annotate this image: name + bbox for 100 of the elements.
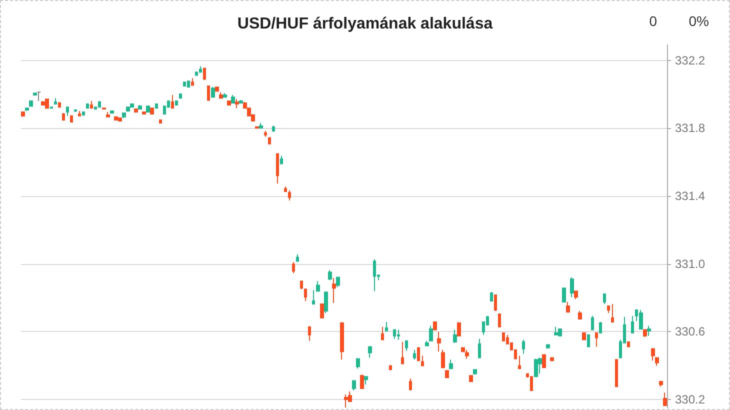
candlestick [457,322,461,336]
candlestick [126,106,130,112]
candlestick [191,78,194,86]
candlestick [316,280,320,292]
candlestick [550,357,554,362]
candlestick [421,355,424,366]
candlestick [235,98,239,109]
candlestick [203,68,206,81]
candlestick [272,125,275,132]
candlestick [498,314,501,328]
candlestick [356,358,360,370]
candlestick [207,86,210,102]
candlestick [74,109,77,112]
candlestick [90,100,93,109]
candlestick [211,86,215,98]
candlestick [587,334,590,348]
candlestick [118,117,122,122]
candlestick [199,66,202,73]
candlestick [98,100,101,108]
candlestick [320,304,324,318]
candlestick [373,258,376,292]
candlestick [86,104,89,109]
candlestick [393,329,396,340]
candlestick [591,315,594,330]
candlestick [441,349,445,368]
candlestick [146,106,150,112]
candlestick [611,304,614,322]
candlestick [33,92,37,96]
candlestick [296,254,299,262]
candlestick [340,322,344,360]
candlestick [130,104,134,108]
candlestick [114,116,118,120]
chart-title: USD/HUF árfolyamának alakulása [237,16,493,32]
candlestick [615,359,618,388]
candlestick [469,375,473,382]
candlestick [54,98,57,105]
candlestick [582,332,586,340]
candlestick [595,332,598,348]
y-tick-label: 330.2 [675,392,706,407]
candlestick [58,101,61,108]
candlestick [304,288,307,302]
candlestick [239,100,243,104]
candlestick [437,331,441,352]
candlestick [417,347,420,362]
candlestick [409,378,412,392]
candlestick [134,108,138,112]
candlestick [518,355,521,370]
y-tick-label: 331.0 [675,256,706,271]
candlestick [364,376,368,386]
candlestick [41,100,45,106]
candlestick [142,112,146,115]
candlestick [175,100,178,106]
candlestick [82,112,85,116]
candlestick [227,100,231,106]
candlestick [494,294,497,312]
y-tick-label: 332.2 [675,53,706,68]
candlestick [490,292,493,302]
candlestick [29,100,33,107]
candlestick [607,306,610,314]
candlestick [627,341,630,348]
candlestick [352,380,356,392]
candlestick [62,112,65,120]
candlestick [183,82,186,87]
candlestick [292,262,295,274]
candlestick [25,108,29,112]
candlestick [538,357,542,374]
candlestick [554,326,558,336]
candlestick [578,310,582,320]
candlestick [546,344,550,350]
candlestick [45,98,49,109]
candlestick [284,186,287,192]
candlestick [344,394,348,408]
candlestick [155,104,158,109]
candlestick [643,329,647,338]
candlestick [171,94,174,109]
candlestick [259,122,263,128]
candlestick [187,80,190,88]
y-tick-label: 330.6 [675,324,706,339]
candlestick [429,325,433,342]
candlestick [473,369,477,376]
candlestick [70,115,73,123]
candlestick [288,190,291,202]
candlestick [639,309,643,330]
candlestick [465,349,469,360]
candlestick [312,290,315,305]
candlestick [655,357,659,366]
candlestick [502,332,505,342]
text: 0% [688,13,709,29]
candlestick [397,329,400,340]
candlestick [433,322,437,330]
candlestick [574,290,578,300]
candlestick [663,392,667,406]
candlestick [332,278,336,304]
candlestick [599,322,602,334]
candlestick [453,329,457,344]
candlestick [231,94,235,104]
candlestick [385,322,388,332]
text: 0 [649,13,658,29]
candlestick [534,358,538,378]
candlestick [336,276,340,288]
